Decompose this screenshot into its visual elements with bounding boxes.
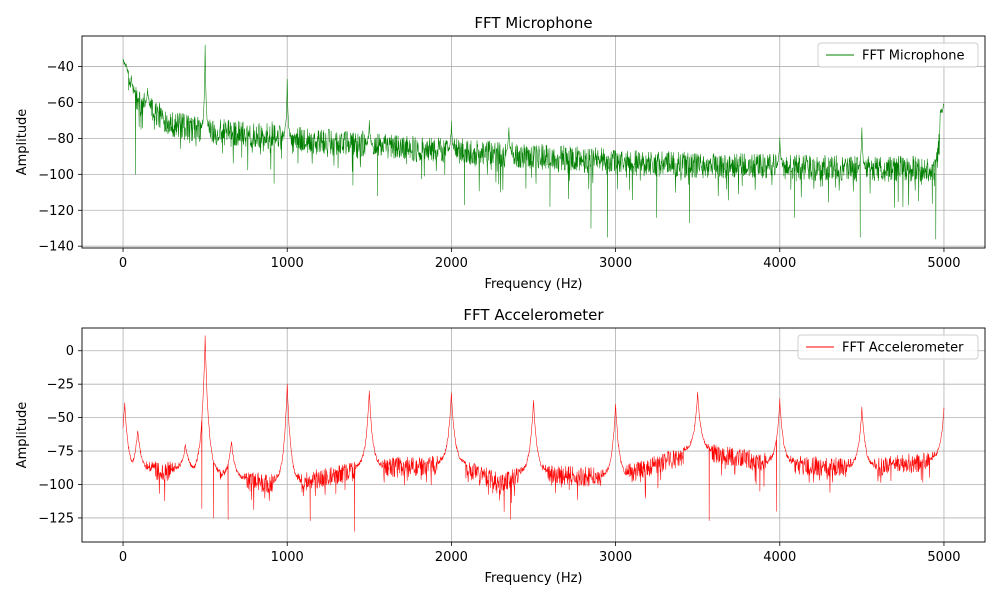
x-axis-label: Frequency (Hz) xyxy=(484,277,582,292)
x-tick-label: 5000 xyxy=(927,256,960,271)
x-tick-label: 1000 xyxy=(271,550,304,565)
legend-box xyxy=(817,42,979,68)
y-tick-label: −100 xyxy=(38,478,74,493)
chart-panel-2: 0 1000 2000 3000 4000 5000 −125 −100 −75 −50 −25 0 F… xyxy=(15,306,986,586)
chart-title: FFT Accelerometer xyxy=(463,306,604,324)
y-tick-label: −50 xyxy=(47,411,74,426)
x-tick-label: 4000 xyxy=(763,550,796,565)
y-tick-label: −40 xyxy=(47,60,74,75)
y-tick-label: −125 xyxy=(38,511,74,526)
series-line-1 xyxy=(122,44,945,240)
y-tick-label: −75 xyxy=(47,445,74,460)
y-axis-label: Amplitude xyxy=(15,402,30,469)
legend-label: FFT Accelerometer xyxy=(842,341,964,356)
y-tick-label: −80 xyxy=(47,132,74,147)
plot-frame xyxy=(81,327,986,543)
series-line-1 xyxy=(122,335,945,532)
x-tick-label: 3000 xyxy=(599,256,632,271)
x-tick-label: 2000 xyxy=(435,256,468,271)
grid xyxy=(82,36,985,248)
y-tick-label: −60 xyxy=(47,96,74,111)
legend-box xyxy=(797,334,979,360)
x-tick-label: 5000 xyxy=(927,550,960,565)
chart-panel-1: 0 1000 2000 3000 4000 5000 −140 −120 −100 −80 −60 −… xyxy=(15,14,986,292)
chart-title: FFT Microphone xyxy=(474,14,592,32)
legend: FFT Microphone xyxy=(817,42,979,68)
y-axis-label: Amplitude xyxy=(15,109,30,176)
y-tick-label: −140 xyxy=(38,240,74,255)
x-tick-label: 0 xyxy=(119,256,127,271)
y-tick-label: −120 xyxy=(38,204,74,219)
y-tick-label: 0 xyxy=(66,344,74,359)
grid xyxy=(82,328,985,542)
x-axis-label: Frequency (Hz) xyxy=(484,571,582,586)
legend-label: FFT Microphone xyxy=(862,49,964,64)
legend: FFT Accelerometer xyxy=(797,334,979,360)
x-tick-label: 4000 xyxy=(763,256,796,271)
x-tick-label: 0 xyxy=(119,550,127,565)
x-tick-label: 2000 xyxy=(435,550,468,565)
x-tick-label: 1000 xyxy=(271,256,304,271)
y-tick-label: −100 xyxy=(38,168,74,183)
plot-frame xyxy=(81,35,986,249)
x-tick-label: 3000 xyxy=(599,550,632,565)
y-tick-label: −25 xyxy=(47,378,74,393)
